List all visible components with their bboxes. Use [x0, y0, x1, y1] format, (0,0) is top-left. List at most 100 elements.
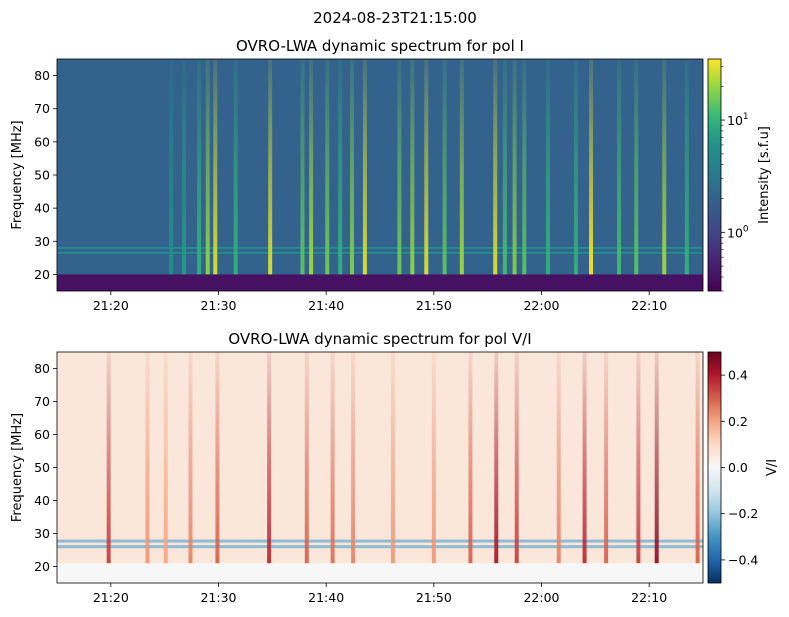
burst-streak — [397, 59, 402, 275]
burst-streak — [636, 352, 641, 564]
burst-streak — [304, 352, 309, 564]
x-tick-label: 21:40 — [308, 590, 344, 605]
colorbar-tick-label: 100 — [727, 224, 749, 240]
x-tick-label: 21:50 — [416, 590, 452, 605]
burst-streak — [215, 352, 220, 564]
spectrum-image — [57, 59, 703, 291]
y-tick-label: 40 — [34, 493, 50, 508]
y-axis-label: Frequency [MHz] — [10, 120, 25, 229]
burst-streak — [573, 59, 578, 275]
colorbar — [707, 351, 722, 584]
burst-streak — [268, 59, 273, 275]
y-tick-label: 50 — [34, 460, 50, 475]
colorbar-tick-label: 0.0 — [728, 460, 748, 475]
spectrum-image — [57, 352, 703, 583]
burst-streak — [459, 59, 464, 275]
colorbar-tick-label: −0.4 — [728, 552, 758, 567]
x-tick-label: 22:10 — [631, 590, 667, 605]
x-tick-label: 21:30 — [200, 298, 236, 313]
negative-band — [57, 545, 703, 549]
burst-streak — [634, 59, 639, 275]
y-tick-label: 60 — [34, 134, 50, 149]
colorbar-tick-label: 101 — [727, 112, 749, 128]
x-tick-label: 22:00 — [523, 298, 559, 313]
burst-streak — [197, 59, 202, 275]
colorbar-label: Intensity [s.f.u] — [757, 126, 772, 224]
rfi-line — [57, 246, 703, 249]
colorbar-tick-label: −0.2 — [728, 506, 758, 521]
burst-streak — [604, 352, 609, 564]
burst-streak — [169, 59, 174, 275]
spectrum-background — [57, 59, 703, 291]
burst-streak — [350, 59, 355, 275]
y-axis-label: Frequency [MHz] — [10, 413, 25, 522]
burst-streak — [556, 352, 561, 564]
burst-streak — [494, 352, 499, 564]
burst-streak — [390, 352, 395, 564]
burst-streak — [410, 59, 415, 275]
burst-streak — [512, 59, 517, 275]
y-tick-label: 80 — [34, 361, 50, 376]
y-tick-label: 30 — [34, 526, 50, 541]
burst-streak — [163, 352, 168, 564]
y-tick-label: 70 — [34, 101, 50, 116]
burst-streak — [330, 352, 335, 564]
y-tick-label: 30 — [34, 234, 50, 249]
x-tick-label: 21:20 — [93, 590, 129, 605]
burst-streak — [545, 59, 550, 275]
burst-streak — [182, 59, 187, 275]
burst-streak — [654, 352, 659, 564]
burst-streak — [351, 352, 356, 564]
burst-streak — [514, 352, 519, 564]
burst-streak — [502, 59, 507, 275]
x-tick-label: 22:10 — [631, 298, 667, 313]
y-tick-label: 60 — [34, 427, 50, 442]
burst-streak — [309, 59, 314, 275]
burst-streak — [522, 59, 527, 275]
chart-title: OVRO-LWA dynamic spectrum for pol I — [236, 37, 524, 55]
burst-streak — [205, 59, 210, 275]
burst-streak — [582, 352, 587, 564]
pol-v-i-chart: OVRO-LWA dynamic spectrum for pol V/I Fre… — [10, 330, 780, 605]
x-tick-label: 21:40 — [308, 298, 344, 313]
y-tick-label: 70 — [34, 394, 50, 409]
rfi-line — [57, 251, 703, 254]
burst-streak — [233, 59, 238, 275]
y-tick-label: 50 — [34, 168, 50, 183]
x-tick-label: 21:50 — [416, 298, 452, 313]
colorbar-tick-label: 0.2 — [728, 414, 748, 429]
burst-streak — [617, 59, 622, 275]
burst-streak — [325, 59, 330, 275]
low-frequency-band — [57, 274, 703, 291]
y-tick-label: 80 — [34, 68, 50, 83]
burst-streak — [442, 59, 447, 275]
burst-streak — [188, 352, 193, 564]
colorbar-label: V/I — [765, 459, 780, 476]
chart-title: OVRO-LWA dynamic spectrum for pol V/I — [228, 330, 531, 348]
burst-streak — [431, 352, 436, 564]
figure-suptitle: 2024-08-23T21:15:00 — [313, 9, 477, 27]
x-tick-label: 21:20 — [93, 298, 129, 313]
burst-streak — [106, 352, 111, 564]
burst-streak — [145, 352, 150, 564]
pol-i-chart: OVRO-LWA dynamic spectrum for pol I Frequ… — [10, 37, 772, 313]
burst-streak — [424, 59, 429, 275]
low-frequency-band — [57, 563, 703, 583]
y-tick-label: 20 — [34, 267, 50, 282]
colorbar — [707, 58, 722, 292]
burst-streak — [267, 352, 272, 564]
colorbar-tick-label: 0.4 — [728, 368, 748, 383]
burst-streak — [695, 352, 700, 564]
burst-streak — [589, 59, 594, 275]
burst-streak — [493, 59, 498, 275]
x-tick-label: 21:30 — [200, 590, 236, 605]
burst-streak — [300, 59, 305, 275]
y-tick-label: 20 — [34, 559, 50, 574]
y-tick-label: 40 — [34, 201, 50, 216]
x-tick-label: 22:00 — [523, 590, 559, 605]
negative-band — [57, 539, 703, 543]
burst-streak — [662, 59, 667, 275]
burst-streak — [684, 59, 689, 275]
burst-streak — [468, 352, 473, 564]
